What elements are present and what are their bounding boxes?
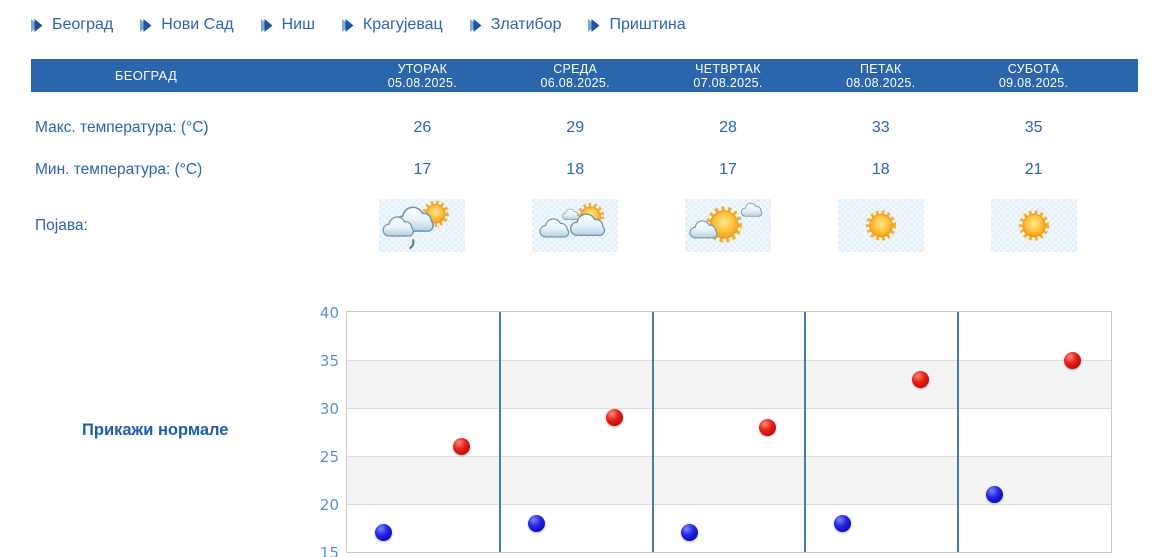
max-temp-value: 29 <box>566 119 585 136</box>
min-temp-value: 21 <box>1024 161 1043 178</box>
day-date: 07.08.2025. <box>693 75 763 90</box>
max-temp-value: 26 <box>413 119 432 136</box>
day-name: ПЕТАК <box>859 61 902 76</box>
station-name: БЕОГРАД <box>114 68 178 83</box>
chart-band <box>347 408 1111 456</box>
city-link-label: Београд <box>52 16 114 33</box>
sun-behind-clouds-light-rain-icon <box>379 199 465 252</box>
city-link-nis[interactable]: Ниш <box>260 16 315 34</box>
weather-icon-box <box>379 199 466 252</box>
max-temp-value: 33 <box>871 119 890 136</box>
y-axis-tick-label: 35 <box>319 352 339 370</box>
arrow-right-icon <box>587 18 601 33</box>
day-header-tuesday: УТОРАК 05.08.2025. <box>346 59 499 92</box>
day-header-saturday: СУБОТА 09.08.2025. <box>957 59 1110 92</box>
chart-band <box>347 312 1111 360</box>
sun-behind-clouds-icon <box>532 199 618 252</box>
sun-with-clouds-icon <box>685 199 771 252</box>
arrow-right-icon <box>139 18 153 33</box>
city-link-label: Нови Сад <box>161 16 234 33</box>
day-date: 08.08.2025. <box>846 75 916 90</box>
max-temp-value: 35 <box>1024 119 1043 136</box>
day-header-thursday: ЧЕТВРТАК 07.08.2025. <box>652 59 805 92</box>
min-temp-value: 17 <box>719 161 737 178</box>
min-temp-value: 18 <box>566 161 585 178</box>
y-axis-tick-label: 40 <box>319 304 339 322</box>
day-header-wednesday: СРЕДА 06.08.2025. <box>499 59 652 92</box>
weather-icon-box <box>990 199 1077 252</box>
min-temp-point <box>527 514 545 532</box>
min-temp-row: Мин. температура: (°C) 17 18 17 18 21 <box>31 157 1138 182</box>
city-link-label: Ниш <box>281 16 315 33</box>
day-separator-line <box>651 312 654 552</box>
gridline <box>347 503 1111 505</box>
max-temp-point <box>911 370 929 388</box>
weather-icon-box <box>532 199 619 252</box>
y-axis-tick-label: 15 <box>319 544 339 557</box>
weather-icon-box <box>684 199 771 252</box>
day-date: 06.08.2025. <box>540 75 610 90</box>
arrow-right-icon <box>260 18 274 33</box>
day-name: ЧЕТВРТАК <box>695 61 761 76</box>
arrow-right-icon <box>30 18 44 33</box>
min-temp-label: Мин. температура: (°C) <box>35 161 203 178</box>
min-temp-point <box>833 514 851 532</box>
city-link-beograd[interactable]: Београд <box>30 16 113 34</box>
arrow-right-icon <box>469 18 483 33</box>
day-separator-line <box>498 312 501 552</box>
show-normals-link[interactable]: Прикажи нормале <box>82 421 229 439</box>
phenomenon-label: Појава: <box>35 217 88 234</box>
max-temp-label: Макс. температура: (°C) <box>35 119 209 136</box>
min-temp-point <box>375 524 393 542</box>
chart-plot: 15 20 25 30 35 40 <box>320 304 1112 557</box>
day-separator-line <box>957 312 960 552</box>
chart-band <box>347 360 1111 408</box>
day-date: 05.08.2025. <box>387 75 458 90</box>
city-link-pristina[interactable]: Приштина <box>587 16 686 34</box>
day-separator-line <box>804 312 807 552</box>
city-link-label: Приштина <box>609 16 686 33</box>
max-temp-point <box>453 437 471 455</box>
max-temp-point <box>605 409 623 427</box>
city-link-zlatibor[interactable]: Златибор <box>469 16 562 34</box>
gridline <box>347 407 1111 409</box>
city-link-label: Златибор <box>490 16 562 33</box>
sunny-icon <box>991 199 1077 252</box>
max-temp-value: 28 <box>719 119 737 136</box>
city-link-novi-sad[interactable]: Нови Сад <box>139 16 234 34</box>
day-name: УТОРАК <box>397 61 448 76</box>
weather-icon-box <box>837 199 924 252</box>
gridline <box>347 455 1111 457</box>
city-link-label: Крагујевац <box>362 16 443 33</box>
min-temp-value: 18 <box>871 161 890 178</box>
min-temp-point <box>986 485 1004 503</box>
gridline <box>347 359 1111 361</box>
max-temp-point <box>758 418 776 436</box>
forecast-table-header: БЕОГРАД УТОРАК 05.08.2025. СРЕДА 06.08.2… <box>31 59 1138 92</box>
city-nav: Београд Нови Сад Ниш Крагујевац Златибор… <box>30 16 686 34</box>
y-axis-tick-label: 20 <box>319 496 339 514</box>
max-temp-row: Макс. температура: (°C) 26 29 28 33 35 <box>31 115 1138 140</box>
min-temp-point <box>680 524 698 542</box>
day-header-friday: ПЕТАК 08.08.2025. <box>804 59 957 92</box>
y-axis-tick-label: 25 <box>319 448 339 466</box>
max-temp-point <box>1064 351 1082 369</box>
min-temp-value: 17 <box>413 161 432 178</box>
day-name: СРЕДА <box>553 61 598 76</box>
y-axis-tick-label: 30 <box>319 400 339 418</box>
phenomenon-row: Појава: <box>31 198 1138 254</box>
chart-band <box>347 504 1111 552</box>
day-date: 09.08.2025. <box>998 75 1069 90</box>
sunny-icon <box>838 199 924 252</box>
arrow-right-icon <box>341 18 355 33</box>
city-link-kragujevac[interactable]: Крагујевац <box>341 16 443 34</box>
day-name: СУБОТА <box>1007 61 1060 76</box>
chart-band <box>347 456 1111 504</box>
